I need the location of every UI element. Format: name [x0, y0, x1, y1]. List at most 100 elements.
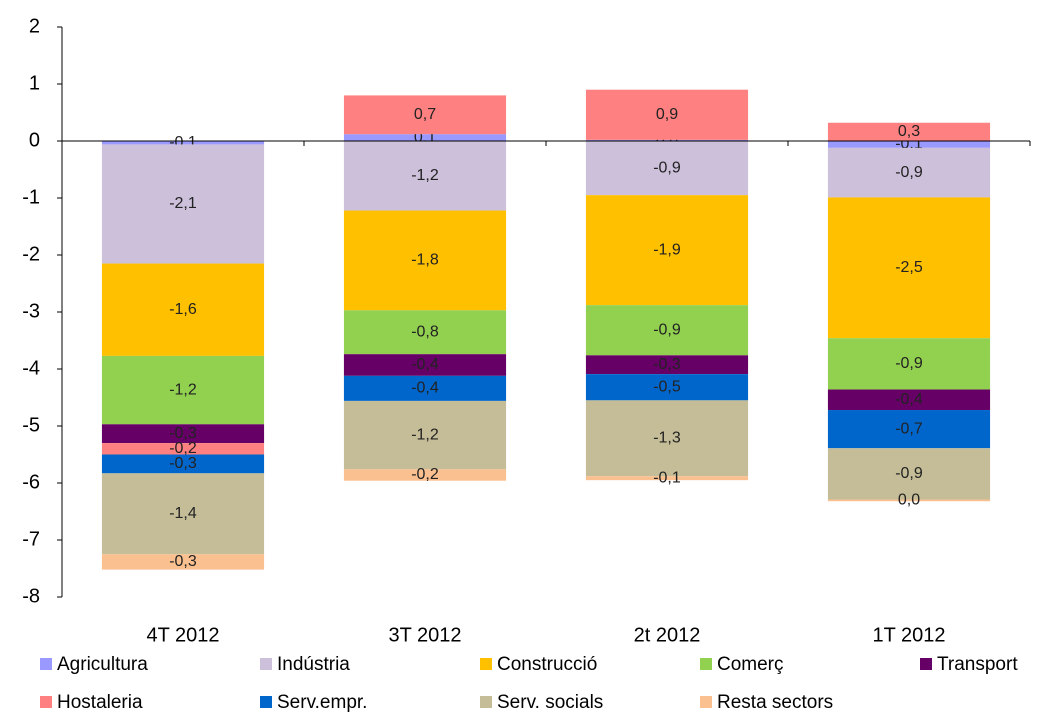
bar-segment: [343, 354, 507, 376]
bar-segment: [343, 375, 507, 401]
data-label: -1,4: [169, 505, 197, 522]
bar-segment: [585, 374, 749, 401]
bar-segment: [343, 95, 507, 135]
y-tick-label: -5: [22, 414, 40, 436]
bar-segment: [585, 305, 749, 356]
legend-swatch: [40, 696, 52, 708]
legend-label: Comerç: [717, 654, 784, 675]
y-tick-label: -6: [22, 471, 40, 493]
bar-segment: [827, 197, 991, 339]
data-label: -0,5: [653, 378, 681, 395]
bar-segment: [827, 389, 991, 411]
data-label: -0,4: [411, 356, 439, 373]
bar-segment: [827, 410, 991, 449]
data-label: -0,3: [653, 356, 681, 373]
bar-segment: [101, 263, 265, 356]
bar-segment: [101, 144, 265, 264]
x-tick-label: 3T 2012: [388, 624, 461, 646]
data-label: -1,2: [411, 167, 439, 184]
legend-swatch: [920, 658, 932, 670]
bar-segment: [585, 355, 749, 375]
bar-segment: [101, 554, 265, 570]
data-label: -1,9: [653, 241, 681, 258]
data-label: -0,3: [169, 425, 197, 442]
legend-swatch: [700, 658, 712, 670]
bar-segment: [827, 141, 991, 148]
data-label: -1,2: [411, 426, 439, 443]
y-tick-label: -3: [22, 300, 40, 322]
legend-swatch: [260, 658, 272, 670]
data-label: -0,8: [411, 323, 439, 340]
y-tick-label: 1: [29, 72, 40, 94]
bar-segment: [343, 210, 507, 311]
legend-swatch: [40, 658, 52, 670]
legend-label: Resta sectors: [717, 692, 833, 713]
y-tick-label: -4: [22, 357, 40, 379]
data-label: -0,9: [895, 465, 923, 482]
legend-label: Hostaleria: [57, 692, 143, 713]
bar-segment: [343, 310, 507, 355]
bar-segment: [101, 141, 265, 145]
data-label: -2,5: [895, 259, 923, 276]
data-label: -0,9: [653, 321, 681, 338]
bar-segment: [101, 424, 265, 444]
bar-segment: [101, 355, 265, 425]
bar-segment: [585, 195, 749, 306]
bar-segment: [343, 469, 507, 481]
data-label: -1,2: [169, 381, 197, 398]
y-tick-label: -8: [22, 585, 40, 607]
data-label: -0,2: [411, 466, 439, 483]
legend-label: Serv. socials: [497, 692, 603, 713]
bar-segment: [827, 338, 991, 390]
data-label: -1,8: [411, 252, 439, 269]
data-label: 0,9: [656, 106, 678, 123]
data-label: -0,2: [169, 440, 197, 457]
bar-segment: [101, 454, 265, 474]
legend-swatch: [260, 696, 272, 708]
y-tick-label: -2: [22, 243, 40, 265]
bar-segment: [585, 400, 749, 477]
data-label: -0,3: [169, 553, 197, 570]
data-label: -0,9: [895, 355, 923, 372]
legend-label: Serv.empr.: [277, 692, 367, 713]
bar-segment: [343, 400, 507, 470]
y-tick-label: 2: [29, 15, 40, 37]
bar-segment: [827, 147, 991, 198]
legend-swatch: [480, 696, 492, 708]
legend-label: Construcció: [497, 654, 597, 675]
y-tick-label: 0: [29, 129, 40, 151]
data-label: 0,7: [414, 106, 436, 123]
x-tick-label: 1T 2012: [872, 624, 945, 646]
legend-swatch: [700, 696, 712, 708]
data-label: -0,4: [411, 380, 439, 397]
data-label: -1,6: [169, 301, 197, 318]
y-tick-label: -7: [22, 528, 40, 550]
legend-label: Indústria: [277, 654, 350, 675]
legend-label: Transport: [937, 654, 1018, 675]
legend-label: Agricultura: [57, 654, 148, 675]
data-label: 0,3: [898, 123, 920, 140]
data-label: -0,4: [895, 391, 923, 408]
bar-segment: [585, 89, 749, 140]
y-tick-label: -1: [22, 186, 40, 208]
data-label: 0,0: [898, 492, 920, 509]
bar-segment: [827, 448, 991, 500]
bar-segment: [827, 122, 991, 141]
bar-segment: [585, 139, 749, 141]
bar-segment: [827, 499, 991, 502]
legend-swatch: [480, 658, 492, 670]
data-label: -0,1: [653, 469, 681, 486]
x-tick-label: 2t 2012: [634, 624, 701, 646]
data-label: -0,9: [895, 164, 923, 181]
bar-segment: [101, 443, 265, 455]
bar-segment: [343, 141, 507, 211]
data-label: -2,1: [169, 195, 197, 212]
bar-segment: [343, 134, 507, 141]
data-label: -1,3: [653, 429, 681, 446]
bar-segment: [101, 473, 265, 555]
data-label: -0,3: [169, 455, 197, 472]
bar-segment: [585, 476, 749, 481]
bar-segment: [585, 141, 749, 196]
data-label: -0,9: [653, 159, 681, 176]
